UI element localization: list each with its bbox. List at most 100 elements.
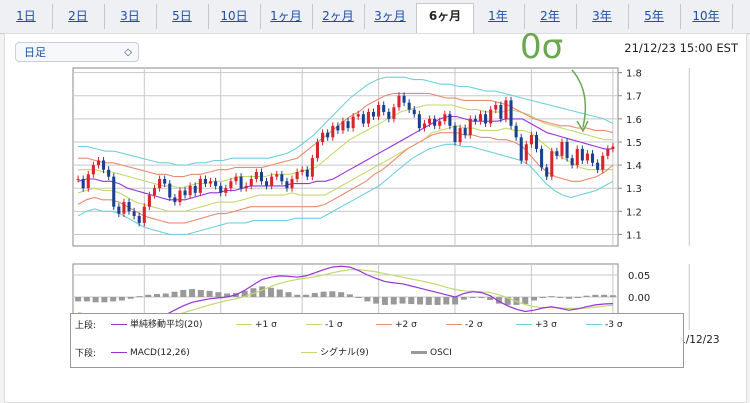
osci-bar (75, 297, 82, 302)
tab-4[interactable]: 10日 (208, 4, 261, 29)
candle-body (468, 118, 472, 136)
tab-5[interactable]: 1ヶ月 (260, 4, 313, 29)
candle-body (473, 118, 477, 122)
osci-bar (487, 297, 494, 301)
candle-body (550, 151, 554, 177)
macd-y-tick-label: 0.05 (628, 271, 650, 282)
osci-bar (478, 297, 485, 298)
tab-10[interactable]: 2年 (524, 4, 577, 29)
candle-body (366, 111, 370, 124)
osci-bar (566, 297, 573, 299)
candle-body (361, 114, 365, 124)
osci-bar (154, 293, 161, 297)
candle-body (208, 181, 213, 184)
legend-item-upper-1: +1 σ (236, 318, 277, 332)
candle-body (448, 114, 452, 126)
legend-item-upper-2: -1 σ (306, 318, 343, 332)
candle-body (280, 174, 284, 182)
candle-body (285, 181, 289, 189)
osci-bar (145, 294, 152, 297)
candle-body (198, 178, 202, 193)
osci-bar (267, 287, 274, 297)
candle-body (310, 158, 314, 177)
candle-body (346, 121, 350, 129)
tab-2[interactable]: 3日 (104, 4, 157, 29)
y-tick-label: 1.2 (626, 207, 642, 218)
tab-3[interactable]: 5日 (156, 4, 209, 29)
osci-bar (539, 297, 546, 298)
candle-body (259, 172, 263, 182)
legend-item-upper-3: +2 σ (376, 318, 417, 332)
tab-6[interactable]: 2ヶ月 (312, 4, 365, 29)
legend-upper-label: 上段: (75, 321, 97, 331)
candle-body (458, 128, 462, 142)
osci-bar (460, 297, 467, 300)
band-line-単純移動平均(20) (77, 115, 613, 201)
osci-bar (241, 290, 248, 297)
osci-bar (408, 297, 415, 305)
legend-item-lower-1: シグナル(9) (301, 346, 369, 360)
candle-body (387, 111, 391, 119)
candle-body (122, 202, 126, 214)
candle-body (341, 121, 345, 131)
tab-11[interactable]: 3年 (576, 4, 629, 29)
candle-body (239, 176, 243, 189)
candle-body (96, 160, 100, 166)
osci-bar (592, 294, 599, 297)
osci-bar (162, 293, 169, 297)
candle-body (147, 195, 151, 207)
candle-body (137, 215, 141, 223)
candle-body (102, 160, 106, 170)
annotation-arrow-head (576, 120, 589, 133)
candle-body (524, 144, 528, 161)
candle-body (321, 132, 325, 142)
legend-item-upper-4: -2 σ (446, 318, 483, 332)
candle-body (81, 178, 85, 189)
candle-body (509, 100, 513, 126)
tab-12[interactable]: 5年 (628, 4, 681, 29)
candle-body (219, 185, 223, 193)
candle-body (570, 158, 574, 166)
candle-body (356, 114, 360, 117)
candle-body (478, 114, 483, 122)
osci-bar (294, 294, 301, 297)
osci-bar (276, 289, 283, 297)
y-tick-label: 1.3 (626, 184, 642, 195)
tab-9[interactable]: 1年 (472, 4, 525, 29)
interval-select[interactable]: 日足 ◇ (15, 42, 139, 62)
osci-bar (180, 289, 187, 297)
candle-body (163, 178, 167, 184)
tab-0[interactable]: 1日 (0, 4, 53, 29)
osci-bar (548, 296, 555, 298)
timestamp: 21/12/23 15:00 EST (624, 41, 738, 55)
candle-body (178, 190, 182, 203)
candle-body (601, 155, 605, 170)
osci-bar (346, 294, 353, 297)
osci-bar (469, 297, 476, 298)
candle-body (504, 100, 508, 119)
osci-bar (355, 297, 362, 298)
candle-body (453, 125, 457, 142)
candle-body (443, 114, 447, 122)
tab-13[interactable]: 10年 (680, 4, 733, 29)
candle-body (438, 121, 442, 126)
candle-body (326, 132, 330, 138)
candle-body (377, 104, 381, 117)
candle-body (117, 206, 121, 214)
annotation-label: 0σ (520, 27, 564, 67)
candle-body (575, 148, 579, 166)
osci-bar (601, 294, 608, 297)
osci-bar (425, 297, 432, 305)
candle-body (519, 137, 523, 161)
osci-bar (320, 291, 327, 297)
candle-body (158, 178, 162, 189)
tab-1[interactable]: 2日 (52, 4, 105, 29)
osci-bar (118, 297, 125, 301)
candle-body (397, 95, 401, 108)
candle-body (580, 148, 584, 161)
candle-body (463, 128, 467, 136)
interval-select-value: 日足 (24, 46, 46, 59)
osci-bar (206, 290, 213, 297)
candle-body (265, 181, 269, 186)
osci-bar (583, 295, 590, 297)
